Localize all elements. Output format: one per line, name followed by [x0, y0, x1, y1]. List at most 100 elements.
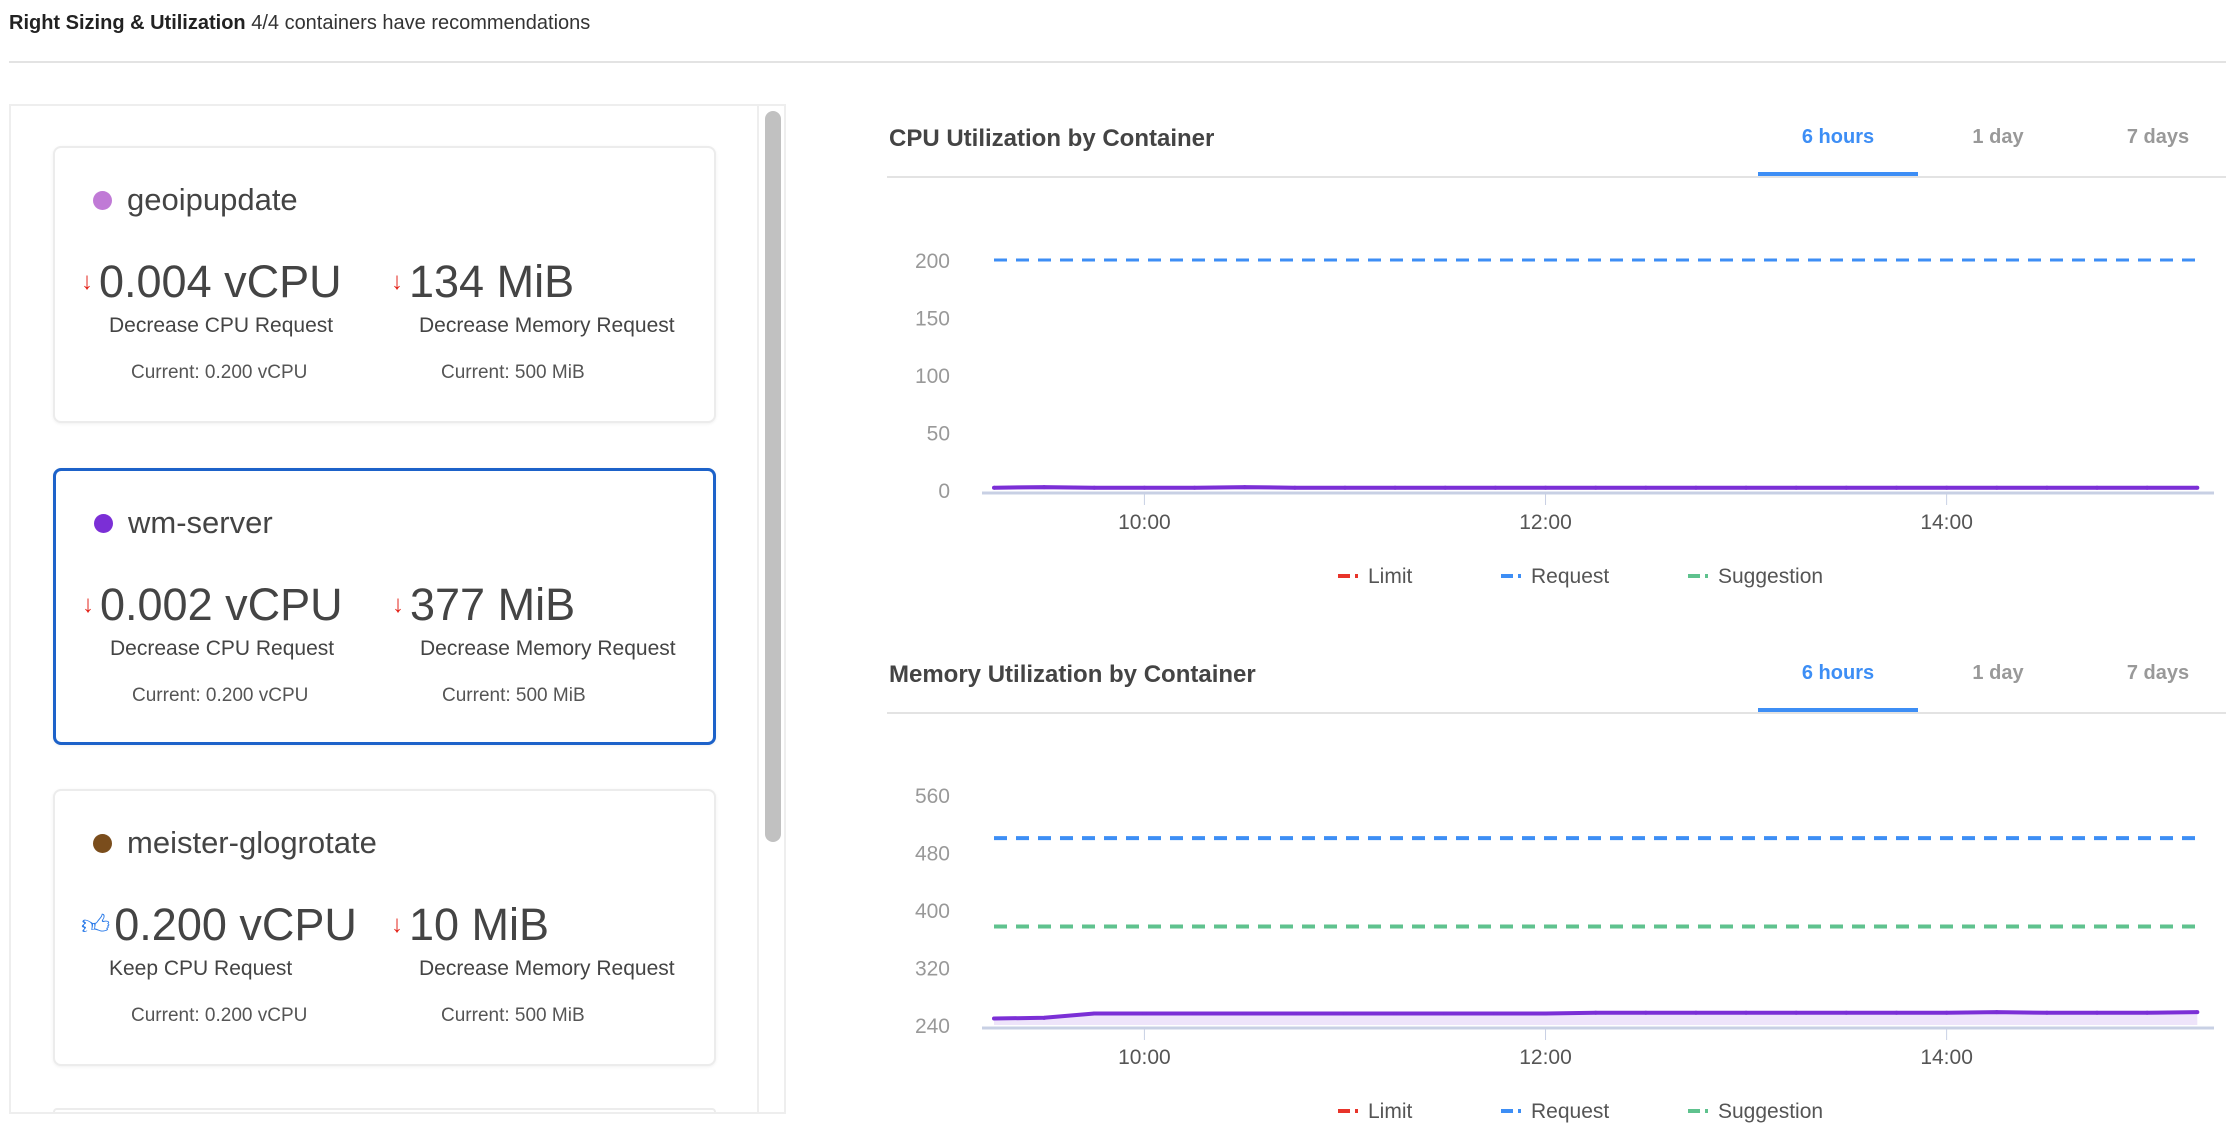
container-card[interactable]: geoipupdate ↓ 0.004 vCPU Decrease CPU Req… [53, 146, 716, 423]
cpu-current: Current: 0.200 vCPU [131, 362, 308, 383]
cpu-tabs-divider [887, 176, 2226, 178]
usage-point [1092, 1011, 1097, 1016]
cpu-active-tab-indicator [1758, 172, 1918, 176]
usage-point [1192, 485, 1197, 490]
usage-point [1042, 485, 1047, 490]
x-tick-label: 10:00 [1118, 511, 1171, 534]
container-color-dot [94, 513, 113, 533]
scrollbar-thumb[interactable] [765, 111, 781, 842]
usage-point [1693, 1010, 1698, 1015]
legend-request-swatch [1501, 574, 1513, 578]
scrollbar[interactable] [757, 104, 786, 1114]
usage-point [1292, 1011, 1297, 1016]
memory-current: Current: 500 MiB [442, 685, 586, 706]
cpu-value: 0.200 vCPU [114, 899, 357, 950]
legend-suggestion-swatch [1688, 574, 1700, 578]
arrow-down-icon: ↓ [81, 268, 93, 295]
memory-tab-1-day[interactable]: 1 day [1972, 662, 2024, 684]
memory-active-tab-indicator [1758, 708, 1918, 712]
usage-point [1393, 485, 1398, 490]
usage-point [1794, 485, 1799, 490]
container-card[interactable]: meister-glogrotate 👍︎ 0.200 vCPU Keep CPU… [53, 789, 716, 1066]
usage-point [2095, 485, 2100, 490]
usage-point [1543, 1011, 1548, 1016]
memory-action-label: Decrease Memory Request [419, 314, 675, 337]
usage-point [1493, 1011, 1498, 1016]
legend-request-swatch [1518, 574, 1521, 578]
usage-point [1643, 485, 1648, 490]
memory-recommendation: ↓ 134 MiB Decrease Memory Request Current… [391, 256, 675, 384]
usage-point [1342, 485, 1347, 490]
usage-point [1994, 485, 1999, 490]
x-tick-label: 12:00 [1519, 511, 1572, 534]
y-tick-label: 150 [915, 308, 950, 331]
memory-tab-6-hours[interactable]: 6 hours [1801, 662, 1875, 684]
cpu-action-label: Keep CPU Request [109, 957, 293, 980]
memory-current: Current: 500 MiB [441, 1005, 585, 1026]
usage-point [1142, 1011, 1147, 1016]
usage-point [1443, 1011, 1448, 1016]
container-list: geoipupdate ↓ 0.004 vCPU Decrease CPU Req… [9, 104, 786, 1114]
container-color-dot [93, 190, 112, 210]
usage-point [2044, 485, 2049, 490]
legend-limit-swatch [1355, 574, 1358, 578]
arrow-down-icon: ↓ [391, 911, 403, 938]
legend-request-swatch [1501, 1109, 1513, 1113]
usage-point [1693, 485, 1698, 490]
cpu-value: 0.004 vCPU [99, 256, 342, 307]
cpu-tab-6-hours[interactable]: 6 hours [1801, 126, 1875, 148]
usage-point [1844, 1010, 1849, 1015]
usage-point [1443, 485, 1448, 490]
y-tick-label: 480 [915, 843, 950, 866]
usage-point [1493, 485, 1498, 490]
y-tick-label: 50 [927, 423, 950, 446]
usage-point [1543, 485, 1548, 490]
cpu-tab-1-day[interactable]: 1 day [1972, 126, 2024, 148]
cpu-tab-7-days[interactable]: 7 days [2126, 126, 2190, 148]
memory-recommendation: ↓ 377 MiB Decrease Memory Request Current… [392, 579, 676, 707]
cpu-current: Current: 0.200 vCPU [132, 685, 309, 706]
x-tick-label: 14:00 [1920, 1046, 1973, 1069]
memory-value: 377 MiB [410, 579, 576, 630]
usage-point [1744, 1010, 1749, 1015]
usage-point [1042, 1015, 1047, 1020]
y-tick-label: 0 [938, 480, 950, 503]
cpu-action-label: Decrease CPU Request [110, 637, 335, 660]
usage-point [2044, 1010, 2049, 1015]
page-header: Right Sizing & Utilization 4/4 container… [9, 12, 590, 35]
x-tick-label: 10:00 [1118, 1046, 1171, 1069]
container-card-partial[interactable] [53, 1108, 716, 1112]
legend-suggestion-swatch [1705, 1109, 1708, 1113]
arrow-down-icon: ↓ [392, 591, 404, 618]
usage-point [2145, 1010, 2150, 1015]
container-name: meister-glogrotate [93, 825, 377, 861]
arrow-down-icon: ↓ [82, 591, 94, 618]
memory-action-label: Decrease Memory Request [419, 957, 675, 980]
usage-point [1994, 1010, 1999, 1015]
legend-limit-swatch [1338, 574, 1350, 578]
container-name-text: geoipupdate [127, 182, 298, 217]
usage-point [1944, 485, 1949, 490]
usage-point [992, 1016, 996, 1021]
usage-point [1192, 1011, 1197, 1016]
cpu-value: 0.002 vCPU [100, 579, 343, 630]
memory-action-label: Decrease Memory Request [420, 637, 676, 660]
legend-suggestion: Suggestion [1718, 1100, 1823, 1123]
usage-point [1894, 1010, 1899, 1015]
legend-request-swatch [1518, 1109, 1521, 1113]
cpu-action-label: Decrease CPU Request [109, 314, 334, 337]
y-tick-label: 100 [915, 365, 950, 388]
usage-point [1794, 1010, 1799, 1015]
usage-point [1342, 1011, 1347, 1016]
legend-suggestion-swatch [1705, 574, 1708, 578]
y-tick-label: 560 [915, 785, 950, 808]
page-title: Right Sizing & Utilization [9, 12, 246, 34]
usage-point [2195, 485, 2200, 490]
y-tick-label: 200 [915, 250, 950, 273]
legend-limit-swatch [1338, 1109, 1350, 1113]
usage-point [1092, 485, 1097, 490]
memory-tab-7-days[interactable]: 7 days [2126, 662, 2190, 684]
usage-point [2145, 485, 2150, 490]
usage-point [992, 485, 996, 490]
container-card[interactable]: wm-server ↓ 0.002 vCPU Decrease CPU Reque… [53, 468, 716, 745]
